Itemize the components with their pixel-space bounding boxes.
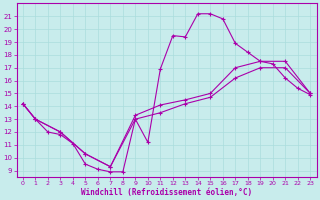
X-axis label: Windchill (Refroidissement éolien,°C): Windchill (Refroidissement éolien,°C) xyxy=(81,188,252,197)
